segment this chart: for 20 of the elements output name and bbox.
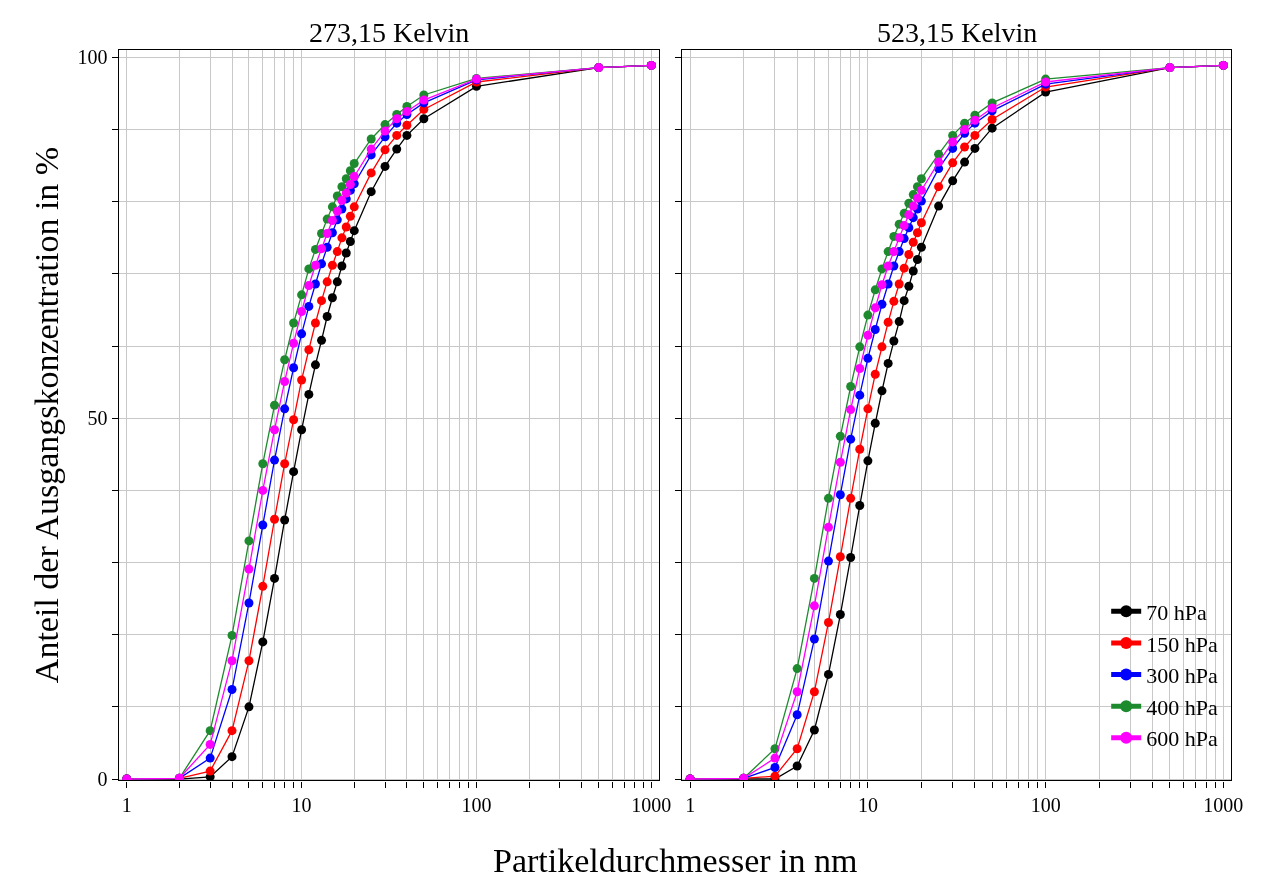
y-tick-label: 50 bbox=[87, 407, 108, 430]
x-tick-label: 1000 bbox=[631, 793, 672, 816]
legend-label: 300 hPa bbox=[1146, 663, 1218, 689]
x-tick-label: 1000 bbox=[1203, 793, 1244, 816]
x-tick-label: 1 bbox=[121, 793, 132, 816]
x-tick-label: 100 bbox=[1030, 793, 1061, 816]
x-tick-label: 10 bbox=[857, 793, 878, 816]
legend-label: 70 hPa bbox=[1146, 599, 1207, 625]
y-axis-title: Anteil der Ausgangskonzentration in % bbox=[28, 146, 66, 684]
y-tick-label: 0 bbox=[97, 768, 108, 791]
legend-label: 400 hPa bbox=[1146, 694, 1218, 720]
chart-title: 523,15 Kelvin bbox=[877, 17, 1038, 48]
y-tick-label: 100 bbox=[77, 46, 108, 69]
x-tick-label: 10 bbox=[291, 793, 312, 816]
legend-label: 600 hPa bbox=[1146, 726, 1218, 752]
chart-title: 273,15 Kelvin bbox=[309, 17, 470, 48]
legend-label: 150 hPa bbox=[1146, 631, 1218, 657]
x-axis-title: Partikeldurchmesser in nm bbox=[493, 842, 858, 879]
x-tick-label: 1 bbox=[685, 793, 696, 816]
x-tick-label: 100 bbox=[461, 793, 492, 816]
